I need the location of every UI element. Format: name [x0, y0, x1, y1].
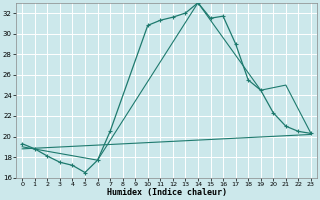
X-axis label: Humidex (Indice chaleur): Humidex (Indice chaleur): [107, 188, 227, 197]
